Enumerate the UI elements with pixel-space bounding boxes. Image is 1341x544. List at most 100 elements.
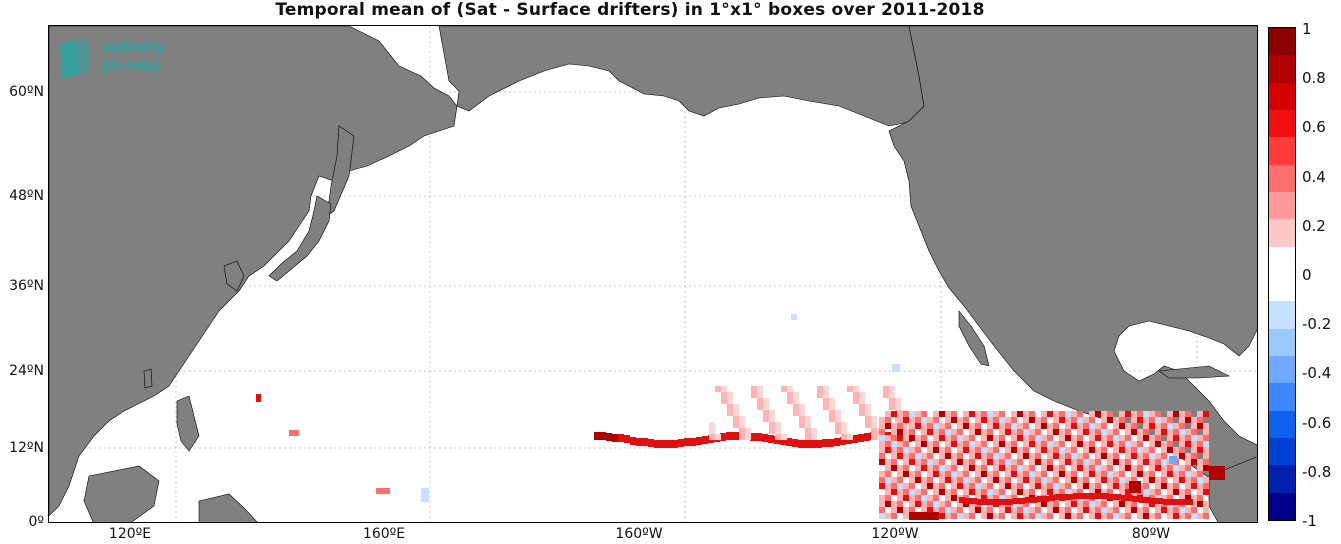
anomaly-cell bbox=[969, 477, 975, 483]
anomaly-cell bbox=[1077, 477, 1083, 483]
anomaly-cell bbox=[805, 416, 811, 422]
anomaly-cell bbox=[1191, 483, 1197, 489]
anomaly-cell bbox=[999, 483, 1005, 489]
map-area[interactable] bbox=[48, 25, 1258, 523]
anomaly-cell bbox=[727, 410, 733, 416]
anomaly-cell bbox=[1017, 423, 1023, 429]
anomaly-cell bbox=[879, 507, 885, 513]
anomaly-cell bbox=[1203, 441, 1209, 447]
anomaly-cell bbox=[865, 422, 871, 428]
anomaly-cell bbox=[957, 435, 963, 441]
anomaly-cell bbox=[835, 422, 841, 428]
anomaly-cell bbox=[835, 416, 841, 422]
anomaly-cell bbox=[1001, 499, 1007, 505]
anomaly-cell bbox=[799, 416, 805, 422]
anomaly-cell bbox=[1017, 465, 1023, 471]
anomaly-cell bbox=[1155, 411, 1161, 417]
land-newguinea bbox=[198, 493, 258, 522]
anomaly-cell bbox=[1077, 453, 1083, 459]
anomaly-cell bbox=[909, 501, 915, 507]
anomaly-cell bbox=[987, 429, 993, 435]
anomaly-cell bbox=[1053, 447, 1059, 453]
anomaly-cell bbox=[879, 453, 885, 459]
anomaly-cell bbox=[1005, 495, 1011, 501]
anomaly-cell bbox=[993, 441, 999, 447]
anomaly-cell bbox=[975, 453, 981, 459]
anomaly-cell bbox=[951, 471, 957, 477]
land-korea bbox=[223, 260, 245, 292]
anomaly-cell bbox=[1143, 507, 1149, 513]
anomaly-cell bbox=[787, 386, 793, 392]
anomaly-cell bbox=[1065, 483, 1071, 489]
anomaly-cell bbox=[999, 459, 1005, 465]
colorbar-segment bbox=[1269, 328, 1295, 357]
anomaly-cell bbox=[768, 435, 774, 443]
anomaly-cell bbox=[1017, 471, 1023, 477]
anomaly-cell bbox=[945, 447, 951, 453]
anomaly-cell bbox=[1203, 459, 1209, 465]
anomaly-cell bbox=[999, 495, 1005, 501]
anomaly-cell bbox=[909, 495, 915, 501]
anomaly-cell bbox=[909, 453, 915, 459]
anomaly-cell bbox=[891, 483, 897, 489]
anomaly-cell bbox=[891, 501, 897, 507]
anomaly-cell bbox=[841, 428, 847, 434]
anomaly-cell bbox=[975, 483, 981, 489]
anomaly-cell bbox=[1061, 494, 1067, 500]
anomaly-cell bbox=[981, 483, 987, 489]
anomaly-cell bbox=[909, 429, 915, 435]
anomaly-cell bbox=[1005, 459, 1011, 465]
anomaly-cell bbox=[1047, 477, 1053, 483]
colorbar-segment bbox=[1269, 192, 1295, 220]
anomaly-cell bbox=[903, 447, 909, 453]
anomaly-cell bbox=[1083, 471, 1089, 477]
anomaly-cell bbox=[751, 392, 757, 398]
anomaly-cell bbox=[981, 417, 987, 423]
anomaly-cell bbox=[915, 495, 921, 501]
anomaly-cell bbox=[1011, 423, 1017, 429]
anomaly-cell bbox=[1101, 453, 1107, 459]
anomaly-cell bbox=[1029, 489, 1035, 495]
anomaly-cell bbox=[727, 404, 733, 410]
anomaly-cell bbox=[1137, 453, 1143, 459]
anomaly-cell bbox=[915, 417, 921, 423]
anomaly-cell bbox=[1119, 447, 1125, 453]
anomaly-cell bbox=[871, 416, 877, 422]
anomaly-cell bbox=[1185, 465, 1191, 471]
anomaly-cell bbox=[939, 465, 945, 471]
anomaly-cell bbox=[915, 459, 921, 465]
anomaly-cell bbox=[981, 435, 987, 441]
anomaly-cell bbox=[957, 429, 963, 435]
anomaly-cell bbox=[1065, 507, 1071, 513]
anomaly-cell bbox=[835, 410, 841, 416]
anomaly-cell bbox=[1083, 441, 1089, 447]
colorbar-segment bbox=[1269, 383, 1295, 412]
anomaly-cell bbox=[969, 453, 975, 459]
anomaly-cell bbox=[1065, 471, 1071, 477]
anomaly-cell bbox=[885, 471, 891, 477]
anomaly-cell bbox=[993, 477, 999, 483]
anomaly-cell bbox=[721, 392, 727, 398]
anomaly-cell bbox=[1197, 513, 1203, 519]
anomaly-cell bbox=[891, 453, 897, 459]
anomaly-cell bbox=[769, 410, 775, 416]
anomaly-cell bbox=[1031, 497, 1037, 503]
anomaly-cell bbox=[1197, 447, 1203, 453]
anomaly-cell bbox=[1101, 477, 1107, 483]
anomaly-cell bbox=[1179, 477, 1185, 483]
anomaly-cell bbox=[891, 435, 897, 441]
anomaly-cell bbox=[895, 398, 901, 404]
anomaly-cell bbox=[1161, 465, 1167, 471]
anomaly-cell bbox=[727, 398, 733, 404]
anomaly-cell bbox=[1083, 477, 1089, 483]
anomaly-cell bbox=[804, 440, 810, 448]
anomaly-cell bbox=[921, 435, 927, 441]
anomaly-cell bbox=[1155, 453, 1161, 459]
anomaly-cell bbox=[816, 440, 822, 448]
anomaly-cell bbox=[835, 428, 841, 434]
anomaly-cell bbox=[757, 398, 763, 404]
anomaly-cell bbox=[969, 489, 975, 495]
anomaly-cell bbox=[897, 471, 903, 477]
map-title: Temporal mean of (Sat - Surface drifters… bbox=[275, 0, 985, 20]
anomaly-cell bbox=[1083, 453, 1089, 459]
